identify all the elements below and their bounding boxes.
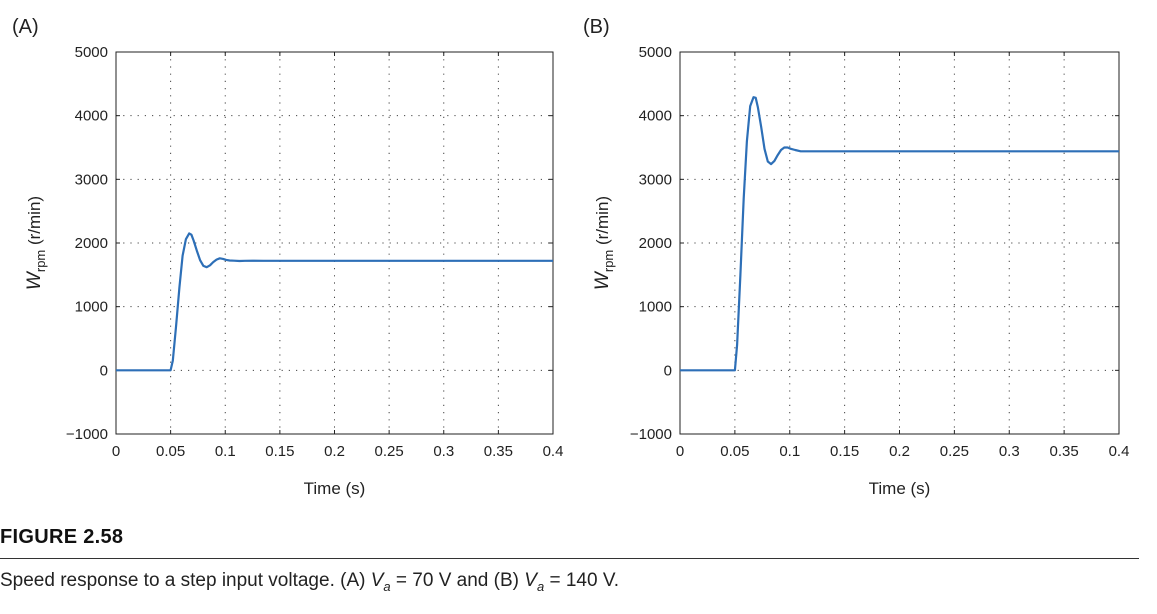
caption-var-a: Va xyxy=(370,570,391,594)
caption-value-a: = 70 V and (B) xyxy=(390,570,525,591)
x-tick-label: 0.3 xyxy=(433,443,454,460)
y-tick-label: −1000 xyxy=(66,426,108,443)
y-tick-label: 2000 xyxy=(639,235,672,252)
x-tick-label: 0.1 xyxy=(779,443,800,460)
x-axis-label: Time (s) xyxy=(869,479,931,498)
caption-lead: Speed response to a step input voltage. … xyxy=(0,570,371,591)
y-tick-label: 3000 xyxy=(639,171,672,188)
x-tick-label: 0.25 xyxy=(375,443,404,460)
y-tick-label: 0 xyxy=(100,362,108,379)
caption-var-b: Va xyxy=(524,570,545,594)
x-tick-label: 0.05 xyxy=(156,443,185,460)
x-tick-label: 0.3 xyxy=(999,443,1020,460)
y-axis-label: Wrpm (r/min) xyxy=(24,196,48,290)
figure-label: FIGURE 2.58 xyxy=(0,526,124,548)
x-axis-label: Time (s) xyxy=(304,479,366,498)
x-tick-label: 0.2 xyxy=(889,443,910,460)
figure-caption: Speed response to a step input voltage. … xyxy=(0,570,619,594)
y-tick-label: 3000 xyxy=(75,171,108,188)
y-axis-label: Wrpm (r/min) xyxy=(592,196,616,290)
chart-panel-1: (B)0 0.05 0.1 0.15 0.2 0.25 0.3 0.35 0.4−1000010… xyxy=(583,16,1129,498)
y-tick-label: −1000 xyxy=(630,426,672,443)
panel-label: (A) xyxy=(12,16,39,38)
y-tick-label: 1000 xyxy=(75,299,108,316)
x-tick-label: 0.2 xyxy=(324,443,345,460)
x-tick-label: 0 xyxy=(676,443,684,460)
series-line-0 xyxy=(680,96,1119,372)
figure-charts: (A)0 0.05 0.1 0.15 0.2 0.25 0.3 0.35 0.4−1000010… xyxy=(12,16,1129,498)
plot-frame xyxy=(115,51,554,435)
x-tick-label: 0.35 xyxy=(1050,443,1079,460)
x-tick-label: 0.05 xyxy=(720,443,749,460)
caption-divider xyxy=(0,558,1139,559)
series-line-0 xyxy=(116,232,553,372)
x-tick-label: 0.4 xyxy=(1109,443,1130,460)
y-tick-label: 1000 xyxy=(639,299,672,316)
y-tick-label: 5000 xyxy=(639,44,672,61)
x-tick-label: 0.1 xyxy=(215,443,236,460)
caption-value-b: = 140 V. xyxy=(544,570,620,591)
x-tick-label: 0.4 xyxy=(543,443,564,460)
x-tick-label: 0 xyxy=(112,443,120,460)
y-tick-label: 4000 xyxy=(75,108,108,125)
x-tick-label: 0.25 xyxy=(940,443,969,460)
y-tick-label: 2000 xyxy=(75,235,108,252)
y-tick-label: 4000 xyxy=(639,108,672,125)
x-tick-label: 0.35 xyxy=(484,443,513,460)
plot-frame xyxy=(679,51,1120,435)
y-tick-label: 5000 xyxy=(75,44,108,61)
chart-panel-0: (A)0 0.05 0.1 0.15 0.2 0.25 0.3 0.35 0.4−1000010… xyxy=(12,16,563,498)
panel-label: (B) xyxy=(583,16,610,38)
x-tick-label: 0.15 xyxy=(265,443,294,460)
y-tick-label: 0 xyxy=(664,362,672,379)
x-tick-label: 0.15 xyxy=(830,443,859,460)
